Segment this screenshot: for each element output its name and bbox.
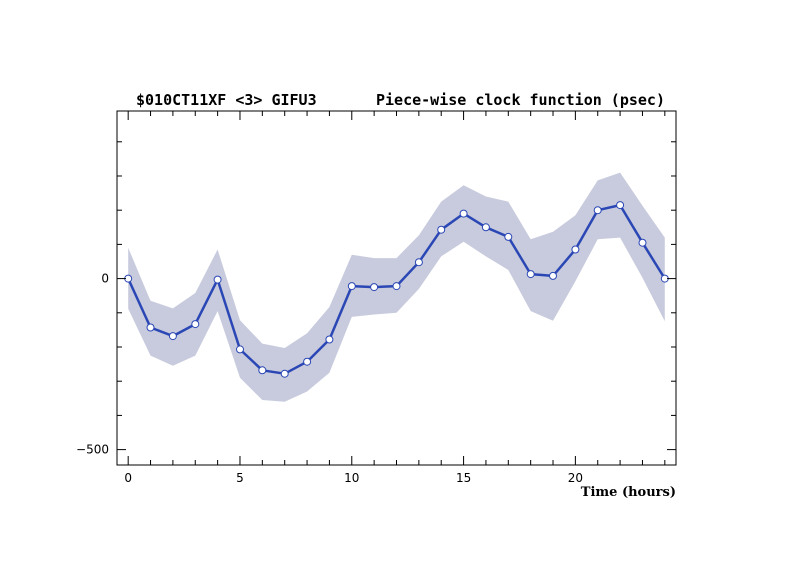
data-point [549, 271, 557, 280]
x-axis-label: Time (hours) [581, 485, 676, 500]
data-point [168, 332, 177, 341]
data-point [526, 270, 535, 279]
data-point [146, 323, 155, 332]
data-point [437, 225, 446, 234]
x-tick-label: 5 [236, 471, 244, 485]
x-tick-label: 20 [568, 471, 583, 485]
data-point [481, 223, 490, 232]
data-point [258, 366, 267, 375]
data-point [347, 282, 356, 291]
data-point [280, 369, 289, 378]
data-point-layer [124, 201, 669, 378]
data-point [236, 345, 244, 354]
data-point [392, 282, 401, 291]
data-point [504, 232, 513, 241]
axis-tick-layer: 0 5 10 15 20 0 −500 [76, 111, 676, 485]
data-point [191, 320, 200, 329]
chart-title-right: Piece-wise clock function (psec) [376, 91, 665, 109]
x-tick-label: 15 [456, 471, 471, 485]
y-tick-label: −500 [76, 443, 109, 457]
x-tick-label: 10 [344, 471, 359, 485]
chart-title-left: $010CT11XF <3> GIFU3 [136, 91, 317, 109]
y-tick-label: 0 [101, 272, 109, 286]
data-point [459, 209, 468, 218]
data-point [414, 258, 423, 267]
data-point [593, 206, 602, 215]
data-point [303, 357, 312, 366]
data-point [571, 245, 580, 254]
data-point [616, 201, 625, 210]
data-point [638, 238, 647, 247]
x-tick-label: 0 [124, 471, 132, 485]
data-point [213, 275, 222, 284]
data-point [325, 335, 334, 344]
data-point [370, 283, 379, 292]
